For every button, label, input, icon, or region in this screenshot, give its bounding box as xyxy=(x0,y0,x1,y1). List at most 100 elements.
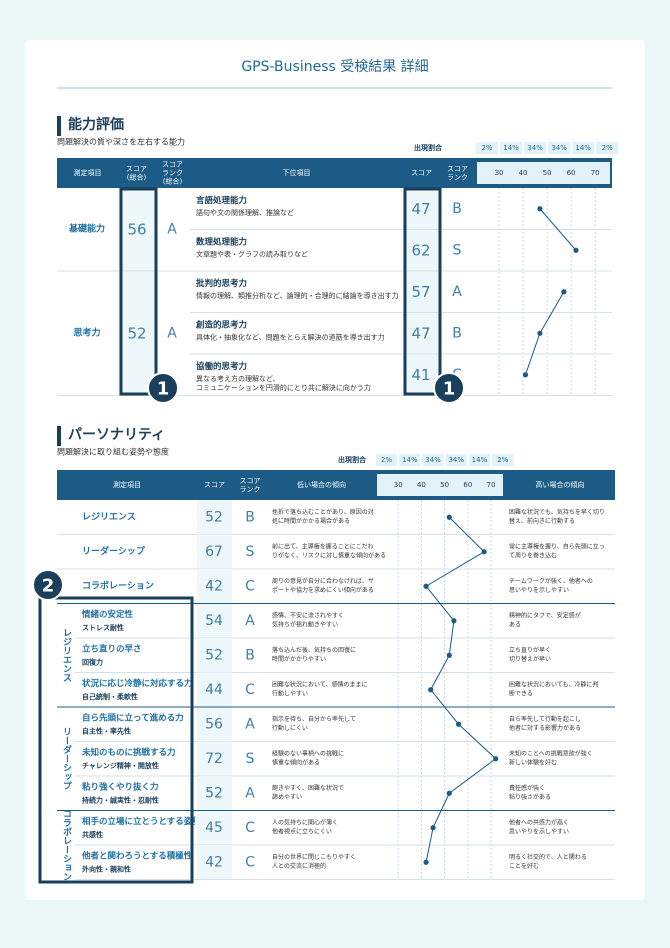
column-header: 高い場合の傾向 xyxy=(536,480,585,489)
group-score: 52 xyxy=(127,324,146,342)
column-header: スコア xyxy=(240,477,261,485)
item-rank: A xyxy=(452,284,462,300)
score-column xyxy=(403,188,440,396)
low-tendency: 周りの意見が自分に合わなければ、サ xyxy=(272,577,374,585)
distribution-cell xyxy=(399,454,421,466)
item-score: 47 xyxy=(411,324,430,342)
high-tendency: 困難な状況においても、冷静に判 xyxy=(509,680,598,688)
score-point xyxy=(493,756,499,762)
item-name: 状況に応じ冷静に対応する力 xyxy=(82,678,193,689)
distribution-value: 2% xyxy=(481,144,492,152)
score-column xyxy=(118,188,155,396)
badge xyxy=(147,372,179,404)
column-header: 下位項目 xyxy=(283,168,311,177)
group-score: 56 xyxy=(127,221,146,239)
low-tendency: 指示を待ち、自分から率先して xyxy=(272,715,356,723)
section-bar xyxy=(57,426,61,446)
low-tendency: 人の気持ちに関心が薄く xyxy=(272,818,338,826)
section-title: パーソナリティ xyxy=(68,427,165,443)
high-tendency: 新しい体験を好む xyxy=(509,758,557,766)
score-point xyxy=(451,618,457,624)
high-tendency: て周りを巻き込む xyxy=(509,551,557,559)
score-point xyxy=(537,206,543,212)
score-cell xyxy=(197,638,232,673)
item-rank: B xyxy=(452,201,462,217)
item-sub: チャレンジ精神・開放性 xyxy=(82,761,159,770)
group-label: レジリエンス xyxy=(61,628,72,682)
score-line xyxy=(539,208,577,251)
column-header: ランク xyxy=(240,485,261,493)
axis-tick-label: 60 xyxy=(463,481,472,489)
item-name: 他者と関わろうとする積極性 xyxy=(81,850,193,861)
item-name: 情緒の安定性 xyxy=(81,609,134,620)
group-rank: A xyxy=(167,325,177,341)
low-tendency: 行動しやすい xyxy=(272,689,308,697)
high-tendency: 明るく社交的で、人と関わる xyxy=(509,853,587,861)
item-name: 粘り強くやり抜く力 xyxy=(81,781,159,792)
item-score: 47 xyxy=(411,200,430,218)
score-point xyxy=(446,514,452,520)
low-tendency: 処に時間がかかる場合がある xyxy=(272,517,350,525)
group-rank: A xyxy=(167,222,177,238)
item-name: 言語処理能力 xyxy=(196,195,247,206)
score-point xyxy=(573,247,579,253)
high-tendency: 他者に対する影響力がある xyxy=(509,724,581,732)
distribution-value: 2% xyxy=(602,144,613,152)
page-title: GPS-Business 受検結果 詳細 xyxy=(241,59,428,75)
item-sub: 外向性・親和性 xyxy=(82,864,131,873)
item-name: リーダーシップ xyxy=(82,545,146,557)
column-header: ランク xyxy=(162,169,183,177)
low-tendency: 慎重な傾向がある xyxy=(272,758,320,766)
column-header: スコア xyxy=(162,161,183,169)
badge xyxy=(32,569,64,601)
axis-tick-label: 50 xyxy=(543,169,552,177)
distribution-value: 34% xyxy=(527,144,543,152)
group-name: 思考力 xyxy=(73,326,100,338)
item-rank: S xyxy=(453,242,462,258)
item-score: 56 xyxy=(205,716,223,732)
badge-number: 1 xyxy=(443,379,456,400)
distribution-value: 34% xyxy=(425,456,441,464)
item-sub: 自己統制・柔軟性 xyxy=(82,692,138,701)
axis-tick-label: 70 xyxy=(591,169,600,177)
item-score: 57 xyxy=(411,283,430,301)
low-tendency: 人との交流に消極的 xyxy=(272,862,326,870)
distribution-cell xyxy=(596,142,619,154)
axis-tick-label: 30 xyxy=(495,169,504,177)
column-header: 測定項目 xyxy=(113,480,141,489)
item-rank: B xyxy=(245,509,255,525)
distribution-value: 34% xyxy=(551,144,567,152)
group-label: リーダーシップ xyxy=(61,727,72,790)
score-cell xyxy=(197,534,232,569)
axis-tick-label: 40 xyxy=(519,169,528,177)
item-name: 批判的思考力 xyxy=(196,278,247,289)
distribution-cell xyxy=(476,142,499,154)
distribution-value: 14% xyxy=(503,144,519,152)
high-tendency: 切り替えが早い xyxy=(509,655,551,663)
item-sub: 自主性・率先性 xyxy=(82,726,131,735)
item-rank: C xyxy=(245,682,255,698)
item-name: 相手の立場に立とうとする姿勢 xyxy=(82,816,201,827)
item-name: コラボレーション xyxy=(82,579,154,591)
column-header: (総合) xyxy=(163,177,183,186)
group-name: 基礎能力 xyxy=(68,223,105,235)
score-point xyxy=(430,825,436,831)
high-tendency: 思いやりを示しやすい xyxy=(509,827,569,835)
low-tendency: 感情、不安に流されやすく xyxy=(272,611,344,619)
low-tendency: 時間がかかりやすい xyxy=(272,655,326,663)
distribution-value: 14% xyxy=(575,144,591,152)
item-rank: S xyxy=(246,544,255,560)
item-desc: 具体化・抽象化など、問題をとらえ解決の道筋を導き出す力 xyxy=(196,333,385,342)
item-score: 42 xyxy=(205,578,223,594)
item-name: 立ち直りの早さ xyxy=(82,643,142,654)
highlight-box xyxy=(403,187,442,396)
low-tendency: ポートや協力を求めにくい傾向がある xyxy=(272,586,374,594)
score-point xyxy=(561,289,567,295)
item-rank: A xyxy=(245,716,255,732)
score-point xyxy=(428,687,434,693)
chart-header xyxy=(377,474,503,496)
high-tendency: 替え、前向きに行動する xyxy=(509,517,575,525)
score-point xyxy=(423,859,429,865)
score-point xyxy=(537,330,543,336)
highlight-box xyxy=(38,596,194,884)
